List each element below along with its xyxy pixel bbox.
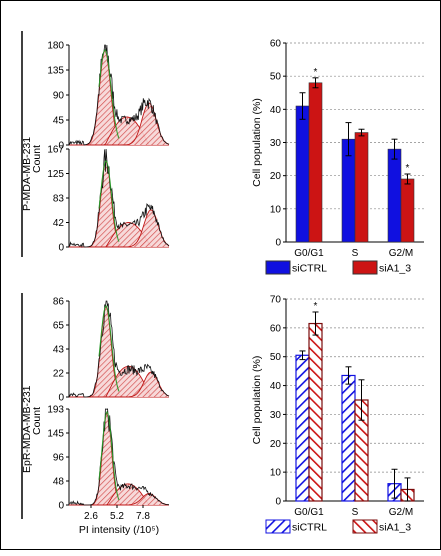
legend-label-siCTRL: siCTRL <box>292 263 327 275</box>
x-tick-label: G2/M <box>389 507 413 518</box>
hist-y-tick-label: 135 <box>47 66 64 77</box>
significance-star: * <box>406 163 410 174</box>
significance-star: * <box>314 301 318 312</box>
hist-ylabel-top: Count <box>31 145 43 173</box>
row-label-bottom: EpR-MDA-MB-231 <box>21 293 33 519</box>
row-label-top-text: P-MDA-MB-231 <box>21 137 33 211</box>
hist-x-tick-label: 7.8 <box>136 511 150 522</box>
hist-ylabel-bottom: Count <box>31 407 43 435</box>
legend-label-siA1_3: siA1_3 <box>379 263 411 275</box>
hist-y-tick-label: 83 <box>53 194 65 205</box>
y-tick-label: 30 <box>270 138 282 149</box>
hist-y-tick-label: 0 <box>58 141 64 152</box>
hist-y-tick-label: 145 <box>47 429 64 440</box>
histogram-panels: 1801359045016712583420866543220193145964… <box>47 41 170 536</box>
legend-swatch-siCTRL <box>265 519 291 534</box>
hist-y-tick-label: 96 <box>53 453 65 464</box>
hist-y-tick-label: 43 <box>53 345 65 356</box>
bar-siCTRL-S <box>341 374 356 502</box>
hist-envelope-line <box>98 49 120 139</box>
hist-y-tick-label: 45 <box>53 116 65 127</box>
bar-siCTRL-G2/M <box>387 148 402 243</box>
hist-envelope-line <box>98 410 120 501</box>
hist-y-tick-label: 193 <box>47 405 64 416</box>
y-tick-label: 70 <box>270 295 282 306</box>
histogram-panel-1: 180 135 90 45 0 <box>47 41 170 152</box>
hist-raw-line <box>68 148 170 249</box>
fit-g2-area <box>69 372 169 397</box>
x-tick-label: S <box>352 507 359 518</box>
legend-swatch-siA1_3 <box>352 519 378 534</box>
fit-g2-area <box>69 209 169 247</box>
y-tick-label: 50 <box>270 72 282 83</box>
y-axis-label: Cell population (%) <box>251 356 263 445</box>
hist-envelope-line <box>98 159 120 242</box>
y-tick-label: 60 <box>270 39 282 50</box>
y-tick-label: 60 <box>270 323 282 334</box>
bar-siA1_3-G0/G1 <box>308 322 323 502</box>
hist-y-tick-label: 42 <box>53 218 65 229</box>
hist-xlabel: PI intensity (/10⁵) <box>79 524 159 536</box>
bar-siCTRL-G0/G1 <box>295 105 310 243</box>
legend-label-siA1_3: siA1_3 <box>379 522 411 534</box>
y-tick-label: 50 <box>270 352 282 363</box>
hist-raw-line <box>68 408 170 506</box>
y-tick-label: 0 <box>275 497 281 508</box>
legend-swatch-siCTRL <box>265 260 291 275</box>
y-tick-label: 10 <box>270 468 282 479</box>
hist-y-tick-label: 90 <box>53 91 65 102</box>
hist-envelope-line <box>98 304 120 392</box>
hist-y-tick-label: 22 <box>53 369 65 380</box>
bar-siA1_3-G0/G1 <box>308 82 323 243</box>
hist-y-tick-label: 125 <box>47 169 64 180</box>
y-tick-label: 0 <box>275 238 281 249</box>
hist-y-tick-label: 0 <box>58 243 64 254</box>
y-tick-label: 40 <box>270 105 282 116</box>
bar-siCTRL-G0/G1 <box>295 354 310 502</box>
bar-siA1_3-G2/M <box>400 178 415 243</box>
y-tick-label: 30 <box>270 410 282 421</box>
y-tick-label: 20 <box>270 171 282 182</box>
y-tick-label: 10 <box>270 204 282 215</box>
hist-y-tick-label: 48 <box>53 477 65 488</box>
hist-y-tick-label: 0 <box>58 501 64 512</box>
hist-raw-line <box>68 300 170 398</box>
legend-swatch-siA1_3 <box>352 260 378 275</box>
y-tick-label: 40 <box>270 381 282 392</box>
legend-label-siCTRL: siCTRL <box>292 522 327 534</box>
row-label-top: P-MDA-MB-231 <box>21 31 33 257</box>
histogram-panel-2: 167 125 83 42 0 <box>47 145 170 254</box>
bar-charts: 0 10 20 30 40 50 60 Cell population (%) * G0/G1 S *… <box>251 39 424 534</box>
x-tick-label: G0/G1 <box>294 507 324 518</box>
bar-chart-1: 0 10 20 30 40 50 60 Cell population (%) * G0/G1 S *… <box>251 39 424 275</box>
hist-x-tick-label: 5.2 <box>110 511 124 522</box>
y-tick-label: 20 <box>270 439 282 450</box>
x-tick-label: G0/G1 <box>294 248 324 259</box>
hist-y-tick-label: 180 <box>47 41 64 52</box>
hist-y-tick-label: 65 <box>53 321 65 332</box>
hist-raw-line <box>68 44 170 146</box>
histogram-panel-3: 86 65 43 22 0 <box>53 297 170 404</box>
hist-y-tick-label: 0 <box>58 393 64 404</box>
x-tick-label: G2/M <box>389 248 413 259</box>
bar-chart-2: 0 10 20 30 40 50 60 70 Cell population (%) * G0/G1… <box>251 295 424 534</box>
bar-siA1_3-S <box>354 132 369 243</box>
histogram-panel-4: 193 145 96 48 0 2.6 5.2 7.8 <box>47 405 170 522</box>
x-tick-label: S <box>352 248 359 259</box>
row-label-bottom-text: EpR-MDA-MB-231 <box>21 385 33 473</box>
hist-y-tick-label: 86 <box>53 297 65 308</box>
hist-y-tick-label: 167 <box>47 145 64 156</box>
significance-star: * <box>314 67 318 78</box>
y-axis-label: Cell population (%) <box>251 98 263 187</box>
hist-x-tick-label: 2.6 <box>84 511 98 522</box>
